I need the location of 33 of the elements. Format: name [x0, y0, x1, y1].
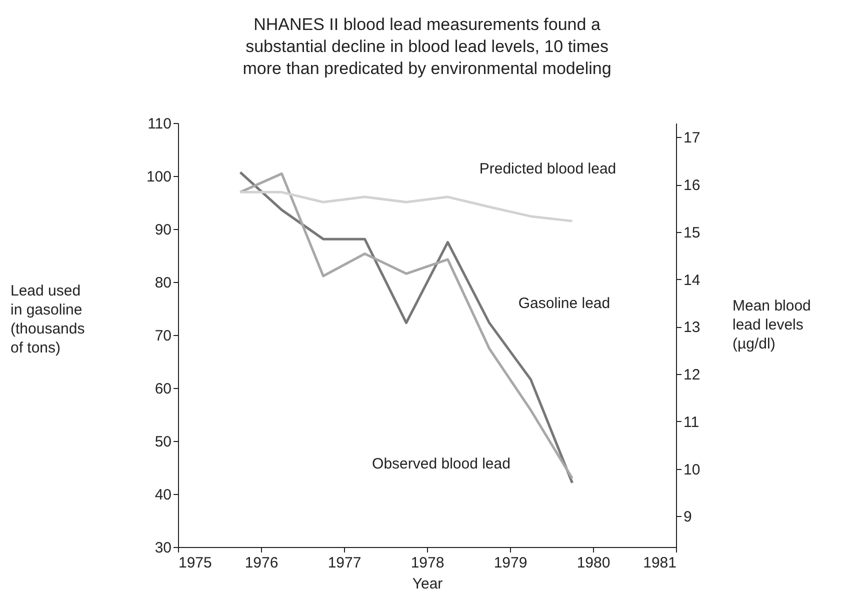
y-tick-label: 60 [154, 380, 172, 398]
x-axis-title: Year [412, 576, 443, 592]
y-axis-title: Lead used in gasoline (thousands of tons) [10, 282, 85, 356]
y2-tick-label: 15 [684, 224, 700, 242]
x-tick-label: 1977 [328, 554, 362, 572]
line-series [239, 190, 574, 222]
x-tick-label: 1981 [643, 554, 676, 572]
x-tick-label: 1975 [178, 554, 212, 572]
y-tick-label: 100 [146, 168, 172, 186]
y-tick-label: 70 [154, 328, 172, 344]
y2-tick-label: 13 [684, 319, 700, 336]
x-tick-label: 1978 [410, 554, 444, 572]
x-tick-label: 1980 [576, 554, 610, 572]
x-tick-label: 1979 [494, 554, 528, 572]
y2-tick-label: 14 [684, 272, 700, 289]
y-tick-label: 110 [148, 116, 172, 132]
x-tick-label: 1976 [244, 554, 278, 572]
y2-tick-label: 11 [684, 414, 700, 431]
y-tick-label: 40 [154, 486, 172, 504]
y2-tick-label: 17 [684, 130, 700, 147]
y-tick-label: 50 [154, 434, 172, 450]
series-label: Predicted blood lead [479, 160, 616, 178]
text: Observed blood lead [372, 455, 510, 472]
y-tick-label: 90 [154, 222, 172, 238]
text: Gasoline lead [518, 294, 610, 312]
y2-tick-label: 12 [684, 366, 700, 384]
y-tick-label: 80 [154, 274, 172, 292]
y2-tick-label: 10 [684, 461, 700, 478]
chart-title: NHANES II blood lead measurements found a substantial decline in blood lead levels, 10 times more than predicated by environmental modeling [242, 15, 612, 78]
y2-tick-label: 9 [684, 508, 692, 526]
y-tick-label: 30 [154, 540, 172, 556]
y2-tick-label: 16 [684, 177, 700, 194]
y2-axis-title: Mean blood lead levels (µg/dl) [732, 298, 811, 352]
